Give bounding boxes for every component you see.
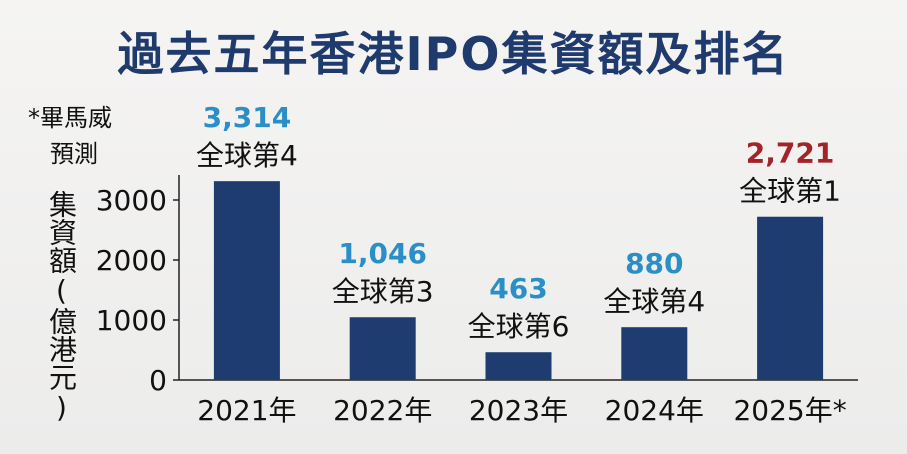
x-tick-label: 2024年 <box>605 394 704 427</box>
y-tick-label: 0 <box>149 364 167 397</box>
bar <box>485 352 552 380</box>
forecast-note-line2: 預測 <box>50 140 98 168</box>
rank-label: 全球第6 <box>468 310 570 343</box>
x-tick-label: 2022年 <box>333 394 432 427</box>
y-tick-label: 3000 <box>96 184 167 217</box>
y-tick-label: 2000 <box>96 244 167 277</box>
x-tick-label: 2025年* <box>733 394 846 427</box>
chart-title: 過去五年香港IPO集資額及排名 <box>117 27 790 81</box>
bar <box>349 317 416 380</box>
y-tick-label: 1000 <box>96 304 167 337</box>
value-label: 880 <box>625 247 683 280</box>
bar <box>621 327 688 380</box>
rank-label: 全球第4 <box>196 139 298 172</box>
rank-label: 全球第1 <box>739 175 841 208</box>
x-tick-label: 2023年 <box>469 394 568 427</box>
bar <box>757 216 824 380</box>
rank-label: 全球第4 <box>603 285 705 318</box>
value-label: 463 <box>489 272 547 305</box>
value-label: 3,314 <box>203 101 292 134</box>
forecast-note: *畢馬威 預測 <box>28 100 112 172</box>
rank-label: 全球第3 <box>332 275 434 308</box>
forecast-note-line1: *畢馬威 <box>28 104 112 132</box>
value-label: 1,046 <box>338 237 427 270</box>
x-tick-label: 2021年 <box>197 394 296 427</box>
bar <box>213 181 280 380</box>
y-axis-label: 集資額(億港元) <box>45 190 78 424</box>
value-label: 2,721 <box>746 137 835 170</box>
